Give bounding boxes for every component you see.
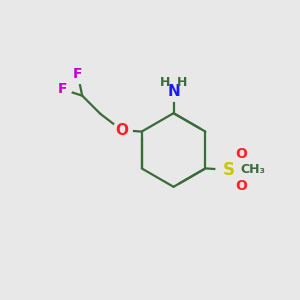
Text: O: O: [235, 147, 247, 161]
Text: H: H: [177, 76, 187, 89]
Text: F: F: [57, 82, 67, 96]
Text: H: H: [160, 76, 170, 89]
Text: S: S: [222, 161, 234, 179]
Text: F: F: [73, 68, 82, 82]
Text: N: N: [167, 84, 180, 99]
Text: CH₃: CH₃: [240, 164, 265, 176]
Text: O: O: [115, 123, 128, 138]
Text: O: O: [235, 179, 247, 193]
